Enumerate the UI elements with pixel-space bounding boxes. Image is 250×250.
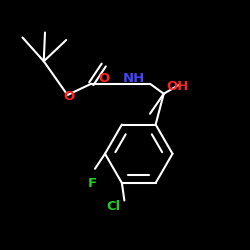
Text: O: O: [98, 72, 110, 85]
Text: O: O: [63, 90, 74, 103]
Text: F: F: [88, 177, 97, 190]
Text: NH: NH: [122, 72, 145, 85]
Text: OH: OH: [166, 80, 189, 93]
Text: Cl: Cl: [106, 200, 121, 213]
